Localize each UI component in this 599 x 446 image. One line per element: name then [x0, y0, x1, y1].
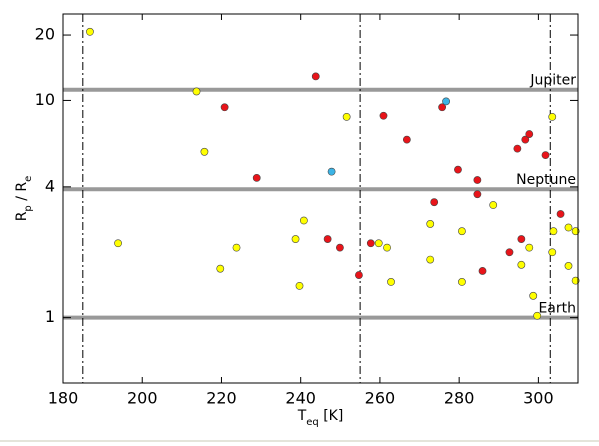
- y-axis-label-part: p: [23, 205, 34, 211]
- y-axis-label: Rp / Re: [14, 176, 34, 222]
- x-axis-label-part: T: [297, 408, 307, 424]
- point: [426, 255, 435, 264]
- plot-frame: [62, 13, 579, 384]
- point: [549, 227, 558, 236]
- x-axis-label-part: [K]: [319, 408, 344, 424]
- point: [342, 112, 351, 121]
- point: [438, 103, 447, 112]
- y-tick-label: 1: [45, 307, 55, 326]
- point: [295, 281, 304, 290]
- point: [252, 173, 261, 182]
- point: [571, 227, 580, 236]
- point: [336, 243, 344, 252]
- point: [548, 112, 557, 121]
- x-tick-label: 240: [285, 389, 316, 408]
- y-tick-label: 4: [45, 176, 55, 195]
- x-axis-label: Teq [K]: [297, 408, 344, 428]
- point: [513, 144, 522, 153]
- reference-label: Jupiter: [529, 73, 576, 89]
- point: [327, 167, 336, 176]
- point: [525, 130, 534, 138]
- point: [548, 248, 557, 257]
- reference-label: Earth: [538, 301, 576, 317]
- point: [517, 260, 526, 269]
- x-tick-label: 220: [206, 389, 237, 408]
- point: [517, 235, 526, 243]
- x-tick-label: 260: [365, 389, 396, 408]
- point: [564, 262, 573, 270]
- point: [366, 239, 375, 248]
- point: [114, 239, 122, 248]
- point: [291, 235, 300, 243]
- x-tick-label: 300: [523, 389, 554, 408]
- point: [541, 151, 550, 160]
- y-axis-label-part: R: [14, 211, 30, 221]
- point: [442, 97, 450, 106]
- point: [299, 216, 308, 225]
- point: [505, 248, 514, 257]
- point: [232, 243, 241, 252]
- point: [556, 210, 565, 218]
- point: [529, 291, 538, 300]
- point: [200, 147, 209, 156]
- point: [402, 135, 411, 144]
- x-axis-label-part: eq: [306, 417, 319, 428]
- point: [458, 227, 466, 236]
- x-tick-label: 180: [48, 389, 79, 408]
- y-tick-label: 20: [35, 25, 55, 44]
- point: [383, 243, 391, 252]
- point: [355, 271, 363, 279]
- point: [379, 111, 388, 120]
- point: [478, 267, 487, 275]
- y-axis-label-part: / R: [14, 182, 30, 206]
- point: [86, 27, 94, 36]
- point: [192, 87, 201, 96]
- y-tick-label: 10: [35, 90, 55, 109]
- point: [521, 135, 530, 144]
- point: [323, 235, 332, 243]
- point: [564, 223, 573, 232]
- reference-label: Neptune: [516, 172, 576, 188]
- point: [533, 311, 542, 320]
- point: [311, 72, 320, 81]
- y-axis-label-part: e: [23, 176, 34, 182]
- point: [525, 243, 534, 252]
- point: [220, 103, 229, 112]
- point: [426, 220, 435, 228]
- point: [473, 176, 482, 184]
- point: [216, 264, 225, 273]
- point: [473, 190, 482, 199]
- point: [489, 201, 498, 209]
- point: [430, 198, 439, 207]
- point: [387, 278, 395, 286]
- x-tick-label: 280: [444, 389, 475, 408]
- point: [571, 276, 580, 285]
- point: [374, 239, 383, 248]
- point: [454, 165, 462, 174]
- x-tick-label: 200: [127, 389, 158, 408]
- point: [458, 278, 466, 286]
